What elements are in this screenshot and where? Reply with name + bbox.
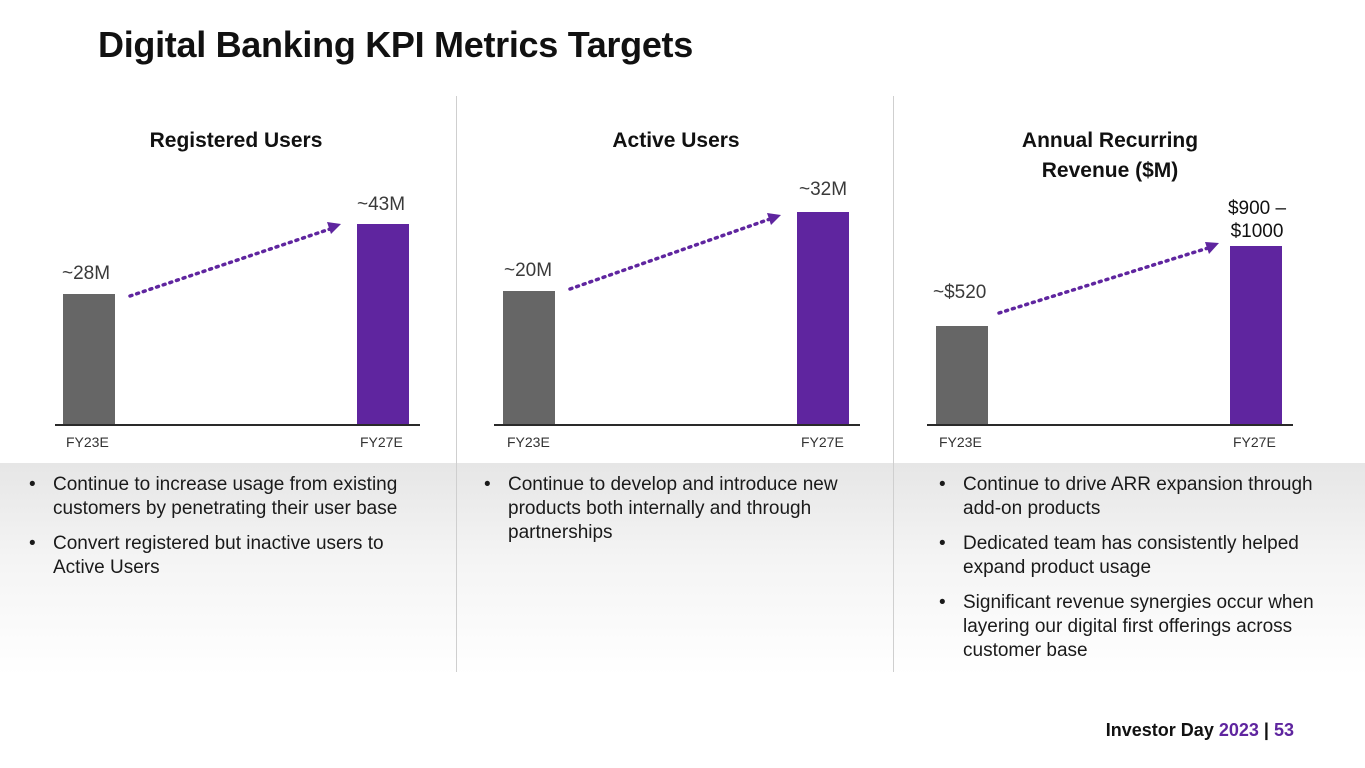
chart-baseline — [927, 424, 1293, 426]
page-number: 53 — [1273, 720, 1294, 740]
footer-separator: | — [1263, 720, 1269, 740]
x-tick-fy27e: FY27E — [1233, 434, 1276, 450]
x-tick-fy23e: FY23E — [939, 434, 982, 450]
chart-title-registered-users: Registered Users — [149, 129, 323, 152]
data-label-active-users-fy23e: ~20M — [504, 260, 553, 281]
data-label-arr-fy27e: $900 – $1000 — [1227, 198, 1287, 242]
list-item: Convert registered but inactive users to… — [26, 532, 426, 580]
x-tick-fy27e: FY27E — [360, 434, 403, 450]
data-label-registered-users-fy27e: ~43M — [357, 194, 406, 215]
footer: Investor Day 2023 | 53 — [1106, 720, 1294, 741]
bullet-list-active-users: Continue to develop and introduce new pr… — [481, 473, 876, 556]
chart-title-active-users: Active Users — [612, 129, 740, 152]
data-label-active-users-fy27e: ~32M — [799, 179, 848, 200]
footer-year: 2023 — [1218, 720, 1259, 740]
bullet-list-arr: Continue to drive ARR expansion through … — [936, 473, 1331, 674]
list-item: Dedicated team has consistently helped e… — [936, 532, 1331, 580]
panel-divider — [893, 96, 894, 672]
chart-baseline — [55, 424, 420, 426]
list-item: Continue to drive ARR expansion through … — [936, 473, 1331, 521]
page-title: Digital Banking KPI Metrics Targets — [98, 24, 693, 65]
x-tick-fy27e: FY27E — [801, 434, 844, 450]
bar-registered-users-fy27e — [357, 224, 409, 424]
footer-label: Investor Day — [1105, 720, 1214, 740]
bar-arr-fy27e — [1230, 246, 1282, 424]
chart-baseline — [494, 424, 860, 426]
list-item: Continue to develop and introduce new pr… — [481, 473, 876, 545]
list-item: Continue to increase usage from existing… — [26, 473, 426, 521]
bullet-list-registered-users: Continue to increase usage from existing… — [26, 473, 426, 591]
bar-active-users-fy27e — [797, 212, 849, 424]
bar-active-users-fy23e — [503, 291, 555, 424]
data-label-arr-fy23e: ~$520 — [933, 282, 987, 303]
chart-title-arr: Annual Recurring Revenue ($M) — [1021, 129, 1199, 182]
x-tick-fy23e: FY23E — [507, 434, 550, 450]
x-tick-fy23e: FY23E — [66, 434, 109, 450]
bar-arr-fy23e — [936, 326, 988, 424]
list-item: Significant revenue synergies occur when… — [936, 591, 1331, 663]
bar-registered-users-fy23e — [63, 294, 115, 424]
data-label-registered-users-fy23e: ~28M — [62, 263, 111, 284]
panel-divider — [456, 96, 457, 672]
